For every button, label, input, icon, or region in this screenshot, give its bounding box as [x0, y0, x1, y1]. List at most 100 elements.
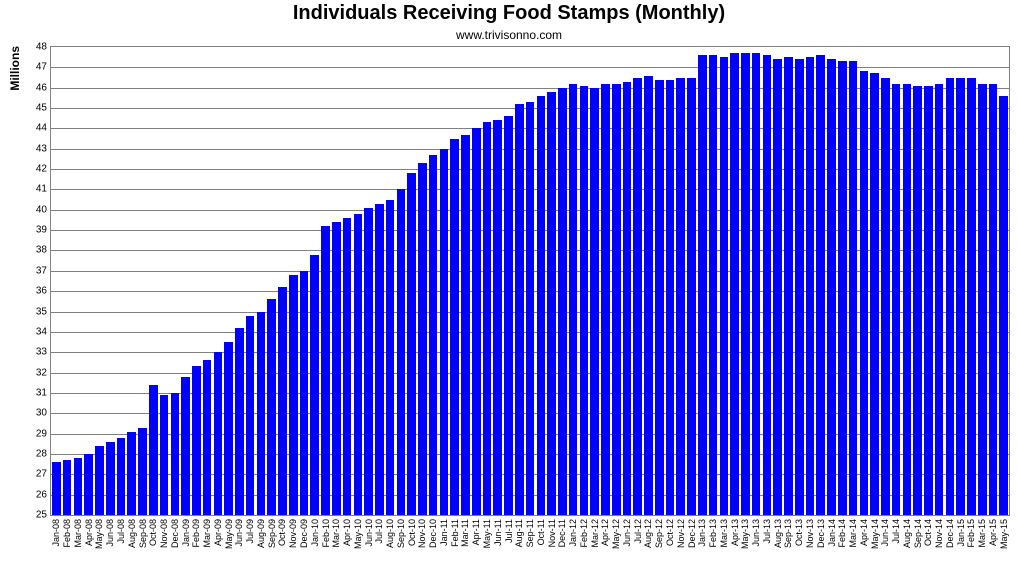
bar-slot: Feb-08	[62, 47, 73, 515]
bar-slot: Jul-11	[503, 47, 514, 515]
bar-slot: Jun-12	[622, 47, 633, 515]
bar	[224, 342, 233, 515]
bar-slot: Oct-09	[277, 47, 288, 515]
x-tick-label: May-09	[224, 519, 234, 549]
bar-slot: Mar-11	[460, 47, 471, 515]
bar-slot: Aug-12	[643, 47, 654, 515]
bar-slot: Apr-08	[83, 47, 94, 515]
bar	[623, 82, 632, 515]
bar-slot: Sep-08	[137, 47, 148, 515]
x-tick-label: Sep-13	[783, 519, 793, 548]
bar-slot: May-10	[352, 47, 363, 515]
y-tick-label: 35	[36, 306, 47, 317]
y-tick-label: 33	[36, 347, 47, 358]
x-tick-label: Dec-11	[557, 519, 567, 547]
x-tick-label: Mar-08	[73, 519, 83, 548]
bar	[160, 395, 169, 515]
bar-slot: Jul-12	[632, 47, 643, 515]
x-tick-label: Aug-14	[902, 519, 912, 548]
x-tick-label: Aug-11	[514, 519, 524, 547]
bar-slot: Mar-09	[202, 47, 213, 515]
bar-slot: Apr-09	[212, 47, 223, 515]
bar	[580, 86, 589, 515]
x-tick-label: Jan-15	[956, 519, 966, 547]
bar-slot: Dec-12	[686, 47, 697, 515]
x-tick-label: Dec-13	[816, 519, 826, 548]
bar-slot: Dec-11	[557, 47, 568, 515]
bar	[52, 462, 61, 515]
bar-slot: Dec-13	[815, 47, 826, 515]
bar-slot: Sep-11	[525, 47, 536, 515]
x-tick-label: Jun-10	[364, 519, 374, 547]
y-tick-label: 31	[36, 387, 47, 398]
bar-slot: Jun-14	[880, 47, 891, 515]
y-tick-label: 42	[36, 164, 47, 175]
bar	[935, 84, 944, 515]
bar-slot: Feb-11	[449, 47, 460, 515]
x-tick-label: Apr-13	[730, 519, 740, 546]
bar	[214, 352, 223, 515]
bar-slot: Jul-14	[891, 47, 902, 515]
y-tick-label: 46	[36, 82, 47, 93]
x-tick-label: Apr-10	[342, 519, 352, 546]
plot-area: Jan-08Feb-08Mar-08Apr-08May-08Jun-08Jul-…	[50, 46, 1010, 516]
bar-slot: Jun-10	[363, 47, 374, 515]
bar-slot: Mar-10	[331, 47, 342, 515]
x-tick-label: Nov-11	[547, 519, 557, 547]
bar	[526, 102, 535, 515]
bar	[924, 86, 933, 515]
bar-slot: Apr-15	[988, 47, 999, 515]
x-tick-label: Oct-10	[407, 519, 417, 546]
bar-slot: Aug-14	[901, 47, 912, 515]
bar-slot: Feb-13	[708, 47, 719, 515]
bar	[450, 139, 459, 515]
bar-slot: Jul-10	[374, 47, 385, 515]
x-tick-label: Mar-09	[202, 519, 212, 548]
x-tick-label: Jan-10	[310, 519, 320, 547]
bar-slot: Oct-10	[406, 47, 417, 515]
bar	[397, 189, 406, 515]
bar-slot: Oct-13	[794, 47, 805, 515]
bar	[838, 61, 847, 515]
bar	[354, 214, 363, 515]
x-tick-label: Nov-09	[288, 519, 298, 548]
bar-slot: Jan-13	[697, 47, 708, 515]
bar	[892, 84, 901, 515]
bar-slot: May-14	[869, 47, 880, 515]
bar-slot: Dec-08	[169, 47, 180, 515]
bar	[752, 53, 761, 515]
bar	[504, 116, 513, 515]
x-tick-label: Jun-08	[105, 519, 115, 547]
bar-slot: Jan-09	[180, 47, 191, 515]
bar-slot: Sep-10	[396, 47, 407, 515]
x-tick-label: Jul-10	[374, 519, 384, 544]
x-tick-label: Jul-11	[504, 519, 514, 543]
x-tick-label: May-08	[94, 519, 104, 549]
bar-slot: Mar-08	[73, 47, 84, 515]
x-tick-label: Dec-14	[945, 519, 955, 548]
bar	[741, 53, 750, 515]
bar	[246, 316, 255, 515]
bar	[95, 446, 104, 515]
y-tick-label: 45	[36, 103, 47, 114]
bar	[687, 78, 696, 515]
chart-container: Individuals Receiving Food Stamps (Month…	[0, 0, 1018, 582]
x-tick-label: Jan-08	[51, 519, 61, 547]
x-tick-label: May-11	[482, 519, 492, 548]
x-tick-label: Apr-14	[859, 519, 869, 546]
x-tick-label: Sep-09	[267, 519, 277, 548]
y-tick-label: 47	[36, 62, 47, 73]
bar	[590, 88, 599, 515]
x-tick-label: Mar-14	[848, 519, 858, 548]
bar-slot: May-13	[740, 47, 751, 515]
x-tick-label: Feb-09	[191, 519, 201, 548]
bar	[784, 57, 793, 515]
bar-slot: May-15	[998, 47, 1009, 515]
bar-slot: Dec-14	[945, 47, 956, 515]
x-tick-label: Dec-12	[687, 519, 697, 548]
x-tick-label: Oct-08	[148, 519, 158, 546]
x-tick-label: Jul-12	[633, 519, 643, 544]
x-tick-label: Jan-12	[568, 519, 578, 547]
y-tick-label: 26	[36, 489, 47, 500]
bar-slot: Mar-15	[977, 47, 988, 515]
